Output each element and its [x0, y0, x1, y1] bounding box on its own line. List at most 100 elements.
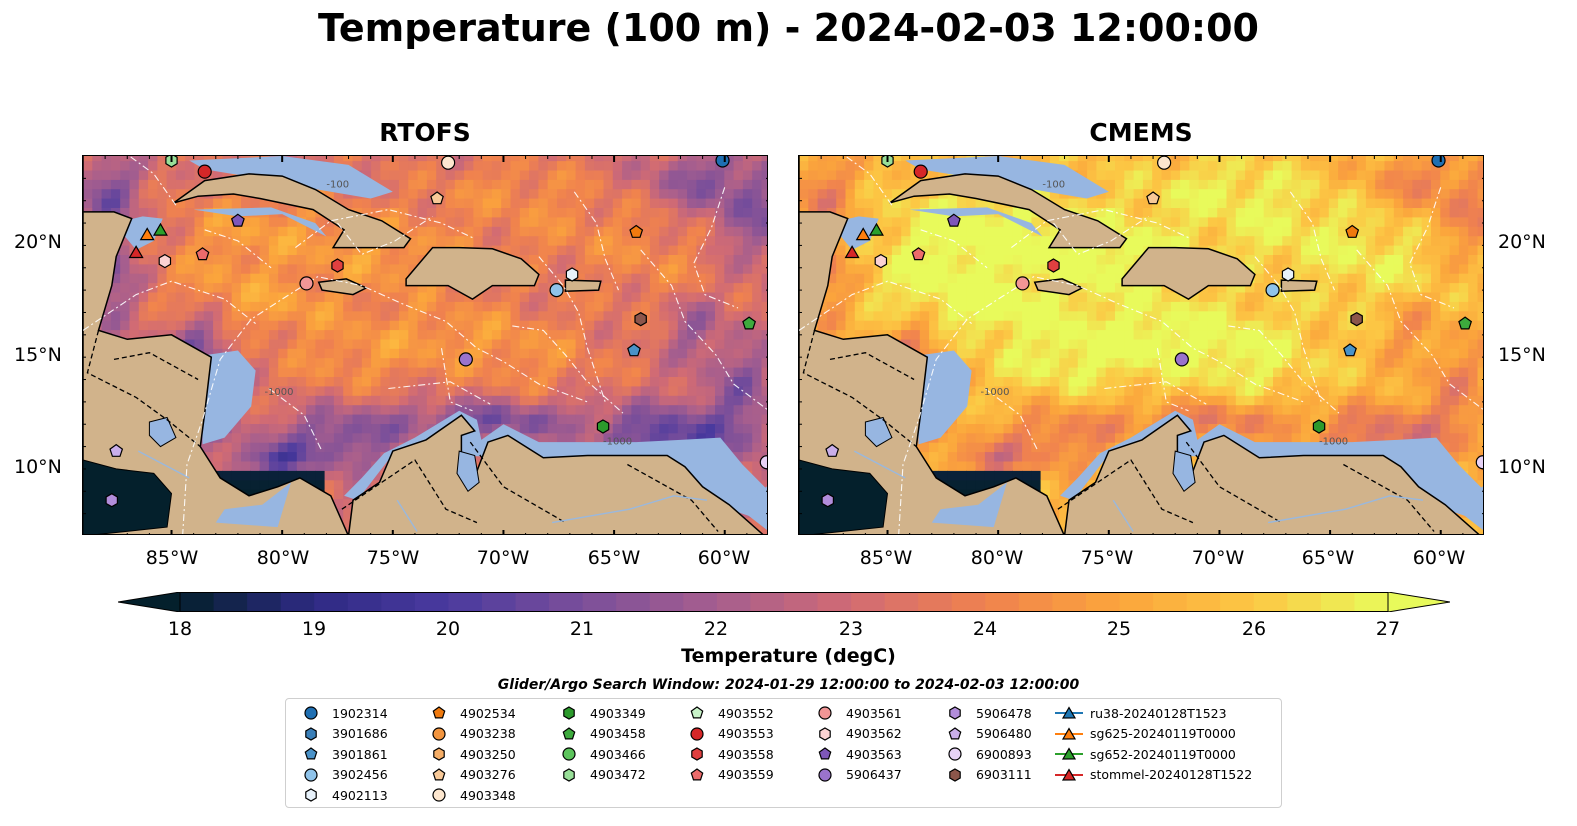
marker-4903349[interactable]	[597, 420, 608, 433]
legend-label: 6903111	[976, 767, 1032, 782]
pentagon-marker-icon	[296, 744, 326, 764]
marker-3902456[interactable]	[550, 284, 563, 297]
legend-label: 4903553	[718, 726, 774, 741]
legend-item: 4903562	[810, 724, 902, 744]
colorbar-tick: 26	[1242, 618, 1266, 640]
lon-tick-label: 80°W	[971, 547, 1023, 569]
legend-item: 4902534	[424, 703, 516, 723]
marker-4902113[interactable]	[1282, 268, 1293, 281]
marker-5906437[interactable]	[459, 353, 472, 366]
legend-label: 4903466	[590, 747, 646, 762]
legend-label: 5906478	[976, 706, 1032, 721]
marker-5906478[interactable]	[106, 494, 117, 507]
marker-4903561[interactable]	[1016, 277, 1029, 290]
lon-tick-label: 70°W	[1192, 547, 1244, 569]
pentagon-marker-icon	[554, 724, 584, 744]
legend-label: 3901686	[332, 726, 388, 741]
marker-4903561[interactable]	[300, 277, 313, 290]
pentagon-marker-icon	[810, 744, 840, 764]
legend-label: 6900893	[976, 747, 1032, 762]
marker-4903348[interactable]	[442, 156, 455, 169]
legend-label: 4903563	[846, 747, 902, 762]
marker-4903562[interactable]	[159, 255, 170, 268]
legend-label: 4903562	[846, 726, 902, 741]
marker-1902314[interactable]	[1432, 156, 1445, 167]
legend-item: 4903552	[682, 703, 774, 723]
lon-tick-label: 60°W	[1413, 547, 1465, 569]
colorbar-label: Temperature (degC)	[0, 645, 1577, 667]
contour-label: -1000	[603, 436, 632, 447]
hexagon-marker-icon	[940, 765, 970, 785]
legend-item: 4903276	[424, 765, 516, 785]
marker-5906478[interactable]	[822, 494, 833, 507]
legend-label: 4903276	[460, 767, 516, 782]
colorbar-tick: 22	[704, 618, 728, 640]
legend-item: 6903111	[940, 765, 1032, 785]
map-panel-rtofs[interactable]: -1000 -100 -1000	[82, 155, 768, 535]
legend-label: 4902113	[332, 788, 388, 803]
triangle-marker-icon	[1054, 765, 1084, 785]
legend-label: stommel-20240128T1522	[1090, 767, 1252, 782]
colorbar-segment	[415, 592, 449, 612]
figure-title: Temperature (100 m) - 2024-02-03 12:00:0…	[0, 6, 1577, 50]
colorbar-segment	[650, 592, 684, 612]
marker-6900893[interactable]	[1476, 456, 1484, 469]
circle-marker-icon	[810, 703, 840, 723]
legend-label: sg652-20240119T0000	[1090, 747, 1236, 762]
colorbar-segment	[818, 592, 852, 612]
colorbar-segment	[214, 592, 248, 612]
circle-marker-icon	[296, 703, 326, 723]
legend-item: 3902456	[296, 765, 388, 785]
map-panel-cmems[interactable]: -1000 -100 -1000	[798, 155, 1484, 535]
colorbar-segment	[1120, 592, 1154, 612]
pentagon-marker-icon	[682, 703, 712, 723]
marker-6903111[interactable]	[635, 313, 646, 326]
colorbar-tick: 19	[302, 618, 326, 640]
temperature-map-rtofs[interactable]: -1000 -100 -1000	[83, 156, 768, 535]
marker-1902314[interactable]	[716, 156, 729, 167]
marker-6900893[interactable]	[760, 456, 768, 469]
colorbar-tick: 24	[973, 618, 997, 640]
triangle-marker-icon	[1054, 703, 1084, 723]
marker-4903348[interactable]	[1158, 156, 1171, 169]
legend-label: sg625-20240119T0000	[1090, 726, 1236, 741]
circle-marker-icon	[940, 744, 970, 764]
panel-title-cmems: CMEMS	[798, 118, 1484, 147]
legend-label: 1902314	[332, 706, 388, 721]
temperature-map-cmems[interactable]: -1000 -100 -1000	[799, 156, 1484, 535]
colorbar-segment	[1153, 592, 1187, 612]
colorbar-segment	[784, 592, 818, 612]
pentagon-marker-icon	[682, 765, 712, 785]
legend-item: 3901861	[296, 744, 388, 764]
marker-4903558[interactable]	[332, 259, 343, 272]
colorbar-segment	[717, 592, 751, 612]
marker-4902113[interactable]	[566, 268, 577, 281]
marker-4903553[interactable]	[914, 165, 927, 178]
legend-item: 4903472	[554, 765, 646, 785]
marker-4903558[interactable]	[1048, 259, 1059, 272]
colorbar-segment	[247, 592, 281, 612]
lon-tick-label: 85°W	[860, 547, 912, 569]
colorbar-tick: 21	[570, 618, 594, 640]
marker-3902456[interactable]	[1266, 284, 1279, 297]
hexagon-marker-icon	[424, 744, 454, 764]
marker-4903562[interactable]	[875, 255, 886, 268]
lat-tick-label: 20°N	[14, 231, 62, 253]
hexagon-marker-icon	[810, 724, 840, 744]
land-puertorico	[1281, 280, 1316, 291]
colorbar-extend-low	[118, 592, 180, 612]
marker-6903111[interactable]	[1351, 313, 1362, 326]
marker-4903349[interactable]	[1313, 420, 1324, 433]
lat-tick-label: 15°N	[14, 344, 62, 366]
marker-4903553[interactable]	[198, 165, 211, 178]
marker-5906437[interactable]	[1175, 353, 1188, 366]
colorbar-segment	[448, 592, 482, 612]
legend-item: 5906437	[810, 765, 902, 785]
legend-item: 4903348	[424, 785, 516, 805]
colorbar-segment	[1187, 592, 1221, 612]
legend-item: stommel-20240128T1522	[1054, 765, 1252, 785]
colorbar	[118, 592, 1450, 612]
legend-label: 4903250	[460, 747, 516, 762]
lat-tick-label: 10°N	[14, 456, 62, 478]
legend-item: sg652-20240119T0000	[1054, 744, 1236, 764]
